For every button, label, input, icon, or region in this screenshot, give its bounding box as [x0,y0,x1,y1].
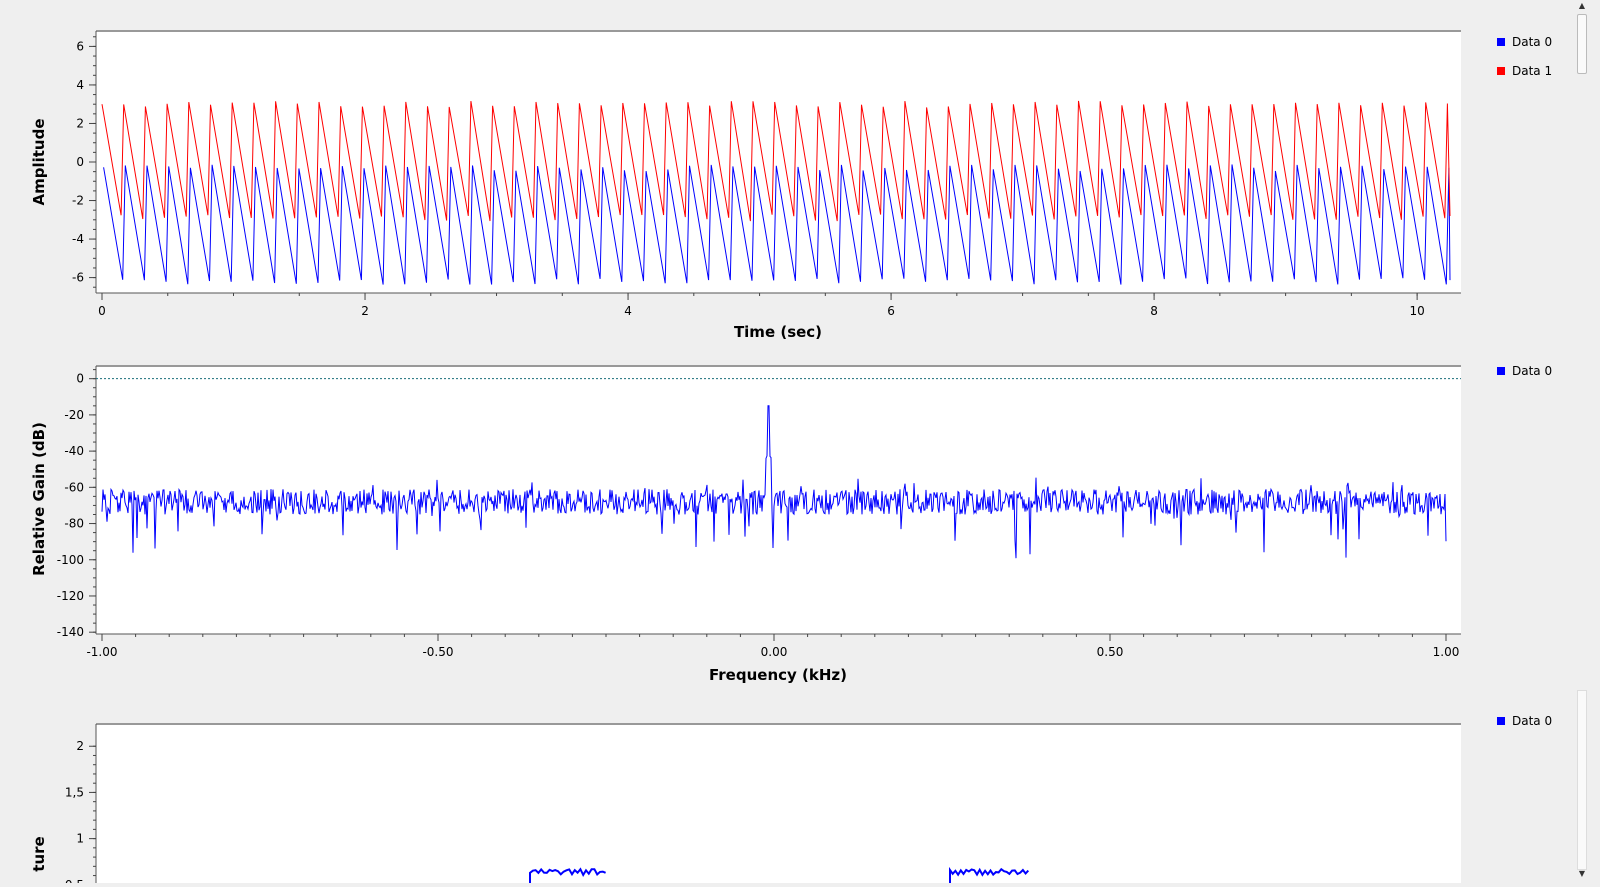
legend-item-data-0[interactable]: Data 0 [1497,714,1552,728]
y-tick-label: -2 [72,194,84,208]
third-plot[interactable]: 2 1,5 1 0,5 ture [0,695,1576,887]
series-line-data-0 [103,164,1451,285]
x-tick-label: 10 [1409,304,1424,318]
y-axis-label: ture [30,836,48,871]
scroll-up-icon[interactable]: ▲ [1578,1,1586,10]
plot-canvas[interactable] [96,724,1461,887]
legend-label: Data 0 [1512,364,1553,378]
scrollbar-track[interactable] [1577,690,1587,870]
x-tick-label: 2 [361,304,369,318]
plot-canvas[interactable] [96,31,1461,293]
x-tick-label: 0 [98,304,106,318]
time-plot-panel: 6 4 2 0 -2 -4 -6 0 2 4 6 8 10 Amplitude Time (sec) … [0,0,1576,345]
legend-item-data-0[interactable]: Data 0 [1497,364,1552,378]
y-tick-label: -4 [72,232,84,246]
y-tick-label: -80 [64,517,84,531]
y-tick-label: 2 [76,739,84,753]
y-tick-label: -140 [57,625,84,639]
x-tick-label: 0.50 [1097,645,1124,659]
y-axis-ticks: 2 1,5 1 0,5 [65,739,96,887]
x-axis-label: Time (sec) [734,323,822,341]
scrollbar-thumb[interactable] [1577,14,1587,74]
y-tick-label: 6 [76,39,84,53]
x-tick-label: 8 [1150,304,1158,318]
legend-label: Data 0 [1512,35,1553,49]
x-axis-label: Frequency (kHz) [709,666,847,684]
y-tick-label: 4 [76,78,84,92]
y-axis-label: Relative Gain (dB) [30,422,48,576]
scroll-down-icon[interactable]: ▼ [1578,869,1586,878]
series-line-data-0 [529,867,606,883]
series-group [101,100,1451,285]
third-plot-panel: 2 1,5 1 0,5 ture Data 0 [0,695,1576,887]
y-tick-label: 1 [76,832,84,846]
legend: Data 0 [1497,714,1552,743]
legend-label: Data 1 [1512,64,1553,78]
series-group [529,866,1030,883]
y-tick-label: -40 [64,444,84,458]
x-tick-label: -0.50 [422,645,453,659]
x-tick-label: -1.00 [86,645,117,659]
x-tick-label: 1.00 [1433,645,1460,659]
legend-label: Data 0 [1512,714,1553,728]
legend-swatch [1497,38,1505,46]
y-tick-label: -100 [57,553,84,567]
y-tick-label: 0,5 [65,878,84,883]
x-tick-label: 6 [887,304,895,318]
freq-plot[interactable]: 0 -20 -40 -60 -80 -100 -120 -140 -1.00 -0.50 0.00… [0,345,1576,695]
time-plot[interactable]: 6 4 2 0 -2 -4 -6 0 2 4 6 8 10 Amplitude Time (sec) [0,0,1576,345]
y-tick-label: 2 [76,116,84,130]
y-tick-label: 1,5 [65,785,84,799]
y-axis-ticks: 0 -20 -40 -60 -80 -100 -120 -140 [57,369,96,639]
y-tick-label: 0 [76,155,84,169]
vertical-scrollbar[interactable]: ▲ ▼ [1576,0,1588,883]
y-tick-label: -60 [64,480,84,494]
y-tick-label: -6 [72,271,84,285]
y-tick-label: -20 [64,408,84,422]
legend: Data 0 [1497,364,1552,393]
x-tick-label: 0.00 [761,645,788,659]
freq-plot-panel: 0 -20 -40 -60 -80 -100 -120 -140 -1.00 -0.50 0.00… [0,345,1576,695]
legend-item-data-0[interactable]: Data 0 [1497,35,1552,49]
legend-item-data-1[interactable]: Data 1 [1497,64,1552,78]
legend: Data 0 Data 1 [1497,35,1552,93]
series-line-data-0 [101,405,1447,559]
series-line-data-0 [949,866,1030,883]
y-axis-ticks: 6 4 2 0 -2 -4 -6 [72,36,96,288]
x-axis-ticks: -1.00 -0.50 0.00 0.50 1.00 [86,634,1459,659]
x-tick-label: 4 [624,304,632,318]
x-axis-ticks: 0 2 4 6 8 10 [98,293,1425,318]
legend-swatch [1497,717,1505,725]
y-tick-label: 0 [76,372,84,386]
series-line-data-1 [101,100,1451,222]
y-tick-label: -120 [57,589,84,603]
legend-swatch [1497,367,1505,375]
y-axis-label: Amplitude [30,118,48,205]
series-group [101,405,1447,559]
legend-swatch [1497,67,1505,75]
